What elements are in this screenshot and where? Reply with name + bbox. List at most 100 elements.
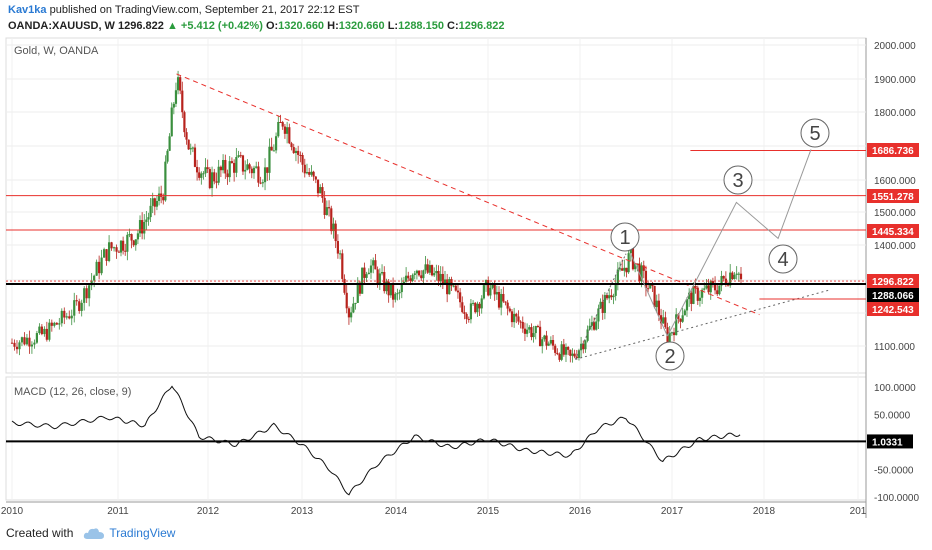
last-price: 1296.822	[118, 20, 164, 32]
price-change: +5.412 (+0.42%)	[180, 20, 263, 32]
candle-body	[78, 301, 81, 311]
candle-body	[303, 164, 306, 174]
candle-body	[452, 285, 455, 287]
candle-body	[513, 313, 516, 323]
candle-body	[63, 310, 66, 318]
candle-body	[433, 273, 436, 276]
wave-label-2: 2	[664, 346, 675, 368]
candle-body	[136, 233, 140, 240]
candle-body	[354, 302, 357, 304]
candle-body	[608, 295, 611, 299]
candle-body	[478, 303, 481, 309]
candle-body	[549, 340, 552, 344]
candle-body	[528, 327, 531, 330]
candle-body	[60, 310, 63, 324]
candle-body	[716, 290, 719, 295]
candle-body	[487, 280, 490, 296]
candle-body	[198, 172, 201, 178]
publish-line: Kav1ka published on TradingView.com, Sep…	[8, 2, 908, 18]
candle-body	[219, 166, 222, 171]
candle-body	[567, 346, 570, 350]
candle-body	[657, 300, 660, 316]
candle-body	[128, 234, 131, 236]
candle-body	[586, 329, 589, 341]
candle-body	[374, 260, 377, 270]
candle-body	[545, 335, 548, 346]
time-axis-label: 2013	[291, 506, 314, 517]
candle-body	[248, 164, 251, 169]
candle-body	[592, 322, 596, 330]
candle-body	[15, 346, 19, 350]
candle-body	[274, 136, 278, 151]
candle-body	[640, 265, 643, 282]
candle-body	[350, 312, 353, 318]
candle-body	[718, 285, 721, 295]
chart-header: Kav1ka published on TradingView.com, Sep…	[8, 2, 908, 34]
candle-body	[739, 273, 743, 280]
candle-body	[391, 284, 395, 300]
candle-body	[577, 350, 581, 358]
candle-body	[319, 187, 322, 194]
candle-body	[174, 90, 178, 104]
close-value: 1296.822	[458, 20, 505, 32]
author-link[interactable]: Kav1ka	[8, 4, 47, 16]
price-tick-label: 1100.000	[874, 342, 915, 353]
candle-body	[519, 321, 522, 323]
candle-body	[224, 160, 227, 174]
candle-body	[675, 314, 678, 336]
candle-body	[688, 292, 691, 300]
candle-body	[130, 234, 133, 241]
candle-body	[305, 172, 309, 174]
candle-body	[558, 354, 561, 360]
candle-body	[356, 282, 359, 303]
candle-body	[257, 166, 260, 183]
symbol-line: OANDA:XAUUSD, W 1296.822 ▲ +5.412 (+0.42…	[8, 18, 908, 34]
candle-body	[266, 167, 269, 173]
candle-body	[141, 220, 144, 234]
candle-body	[681, 315, 684, 322]
candle-body	[143, 222, 146, 234]
candle-body	[610, 295, 613, 298]
candle-body	[226, 173, 229, 178]
candle-body	[179, 77, 182, 91]
price-tag-box	[867, 143, 919, 157]
candle-body	[426, 264, 429, 273]
candle-body	[595, 321, 598, 330]
candle-body	[85, 288, 88, 299]
wave-label-circle	[610, 222, 640, 252]
candle-body	[502, 293, 505, 302]
tradingview-brand[interactable]: TradingView	[109, 526, 176, 540]
candle-body	[380, 272, 384, 274]
price-tag-box	[867, 274, 919, 288]
candle-body	[210, 172, 214, 189]
candle-body	[378, 273, 381, 284]
candle-body	[30, 344, 34, 347]
price-tag-label: 1242.543	[872, 305, 914, 316]
candle-body	[352, 303, 355, 313]
candle-body	[117, 251, 120, 253]
up-arrow-icon: ▲	[166, 20, 178, 32]
candle-body	[68, 316, 71, 319]
candle-body	[55, 322, 58, 325]
candle-body	[495, 292, 498, 295]
candle-body	[112, 247, 116, 249]
candle-body	[677, 314, 680, 319]
candle-body	[147, 217, 150, 220]
candle-body	[316, 179, 320, 194]
candle-body	[13, 342, 16, 347]
candle-body	[323, 197, 326, 215]
candle-body	[244, 169, 247, 172]
candle-body	[722, 275, 725, 279]
candle-body	[157, 193, 161, 201]
candle-body	[547, 343, 550, 346]
candle-body	[430, 265, 434, 276]
candle-body	[389, 284, 392, 296]
candle-body	[428, 265, 431, 273]
candle-body	[105, 249, 108, 261]
candle-body	[283, 126, 287, 134]
candle-body	[88, 285, 91, 299]
time-axis-label: 201	[850, 506, 867, 517]
candle-body	[662, 317, 665, 324]
candle-body	[365, 274, 368, 278]
